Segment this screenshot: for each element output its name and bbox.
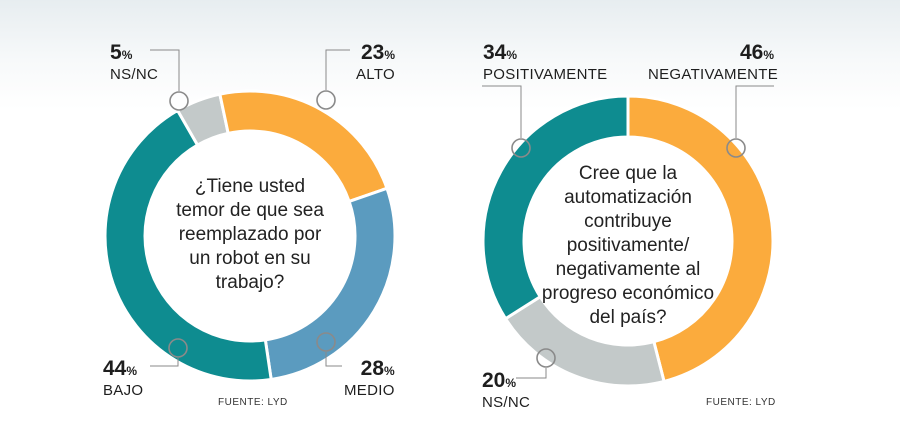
chart1-label-bajo: 44% BAJO [103,357,144,400]
chart1-leader-marker [316,332,336,352]
chart2-slice-positivamente [481,94,630,321]
chart2-leader-line [735,85,774,138]
chart2-label-negativamente: 46% NEGATIVAMENTE [648,41,779,84]
chart1-leader-line [325,352,342,367]
chart2-positivamente-value: 34 [483,41,507,64]
chart2-leader-marker [511,138,531,158]
chart1-leader-marker [169,91,189,111]
chart1-label-medio: 28% MEDIO [344,357,395,400]
chart2-negativamente-name: NEGATIVAMENTE [648,66,779,83]
chart1-leader-line [150,49,180,91]
chart2-source: FUENTE: LYD [706,397,776,408]
chart1-leader-marker [168,338,188,358]
chart2-nsnc-value: 20 [482,369,506,392]
chart1-alto-value: 23 [360,41,385,64]
chart2-leader-line [516,368,547,379]
chart2-nsnc-name: NS/NC [482,394,531,411]
chart2-label-nsnc: 20% NS/NC [482,369,531,412]
chart1-nsnc-value: 5 [110,41,122,64]
chart1-source: FUENTE: LYD [218,397,288,408]
chart2-leader-marker [726,138,746,158]
chart1-leader-line [150,358,179,367]
chart1-slice-bajo [103,108,273,383]
chart1-medio-name: MEDIO [344,382,395,399]
chart2-negativamente-value: 46 [739,41,764,64]
chart2-leader-line [482,85,522,138]
chart1-question: ¿Tiene usted temor de que sea reemplazad… [176,176,324,293]
chart1-label-alto: 23% ALTO [356,41,395,84]
chart2-label-positivamente: 34% POSITIVAMENTE [483,41,608,84]
chart1-label-nsnc: 5% NS/NC [110,41,159,84]
chart1-nsnc-name: NS/NC [110,66,159,83]
chart1-leader-line [325,49,350,90]
chart2-question: Cree que la automatización contribuye po… [541,163,715,328]
chart1-leader-marker [316,90,336,110]
chart1-medio-value: 28 [360,357,384,380]
chart2-leader-marker [536,348,556,368]
chart1-alto-name: ALTO [356,66,395,83]
chart2-positivamente-name: POSITIVAMENTE [483,66,608,83]
chart1-bajo-value: 44 [103,357,127,380]
chart2-slice-negativamente [626,94,775,384]
chart1-bajo-name: BAJO [103,382,144,399]
